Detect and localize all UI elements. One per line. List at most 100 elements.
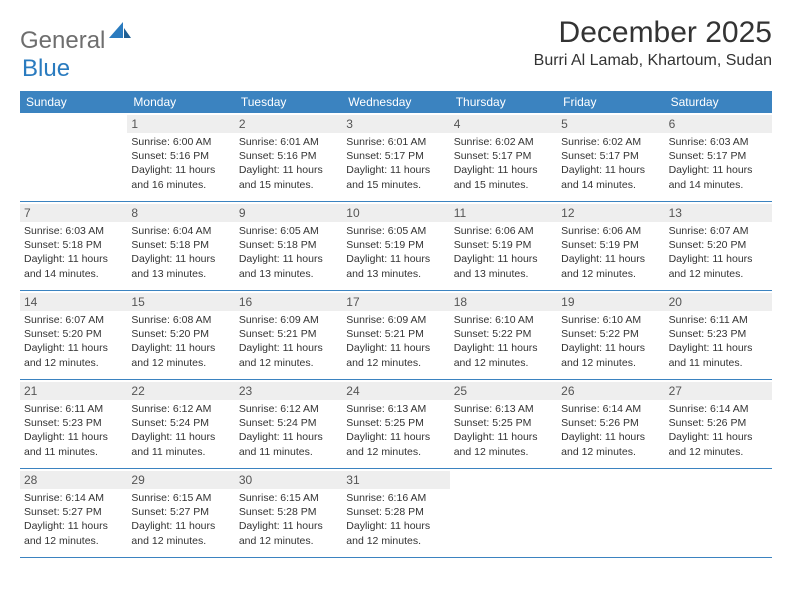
daylight-text: Daylight: 11 hours and 15 minutes. (239, 163, 338, 191)
day-number: 12 (557, 204, 664, 222)
sunset-text: Sunset: 5:24 PM (239, 416, 338, 430)
day-cell: 27Sunrise: 6:14 AMSunset: 5:26 PMDayligh… (665, 380, 772, 468)
sunrise-text: Sunrise: 6:13 AM (454, 402, 553, 416)
day-number: 4 (450, 115, 557, 133)
sunset-text: Sunset: 5:16 PM (239, 149, 338, 163)
sunrise-text: Sunrise: 6:01 AM (346, 135, 445, 149)
sunrise-text: Sunrise: 6:14 AM (24, 491, 123, 505)
sunrise-text: Sunrise: 6:14 AM (669, 402, 768, 416)
sunset-text: Sunset: 5:26 PM (561, 416, 660, 430)
daylight-text: Daylight: 11 hours and 12 minutes. (454, 430, 553, 458)
daylight-text: Daylight: 11 hours and 11 minutes. (24, 430, 123, 458)
day-info: Sunrise: 6:14 AMSunset: 5:26 PMDaylight:… (669, 402, 768, 459)
day-number: 3 (342, 115, 449, 133)
day-cell: 22Sunrise: 6:12 AMSunset: 5:24 PMDayligh… (127, 380, 234, 468)
daylight-text: Daylight: 11 hours and 14 minutes. (561, 163, 660, 191)
day-number: 23 (235, 382, 342, 400)
day-cell (665, 469, 772, 557)
sunset-text: Sunset: 5:19 PM (561, 238, 660, 252)
sunrise-text: Sunrise: 6:11 AM (669, 313, 768, 327)
sunrise-text: Sunrise: 6:11 AM (24, 402, 123, 416)
daylight-text: Daylight: 11 hours and 15 minutes. (346, 163, 445, 191)
day-number: 30 (235, 471, 342, 489)
day-number: 10 (342, 204, 449, 222)
day-info: Sunrise: 6:04 AMSunset: 5:18 PMDaylight:… (131, 224, 230, 281)
day-info: Sunrise: 6:09 AMSunset: 5:21 PMDaylight:… (239, 313, 338, 370)
sunrise-text: Sunrise: 6:14 AM (561, 402, 660, 416)
sunset-text: Sunset: 5:23 PM (669, 327, 768, 341)
logo-text-2: Blue (22, 55, 70, 82)
day-cell: 4Sunrise: 6:02 AMSunset: 5:17 PMDaylight… (450, 113, 557, 201)
sunrise-text: Sunrise: 6:05 AM (239, 224, 338, 238)
sunset-text: Sunset: 5:26 PM (669, 416, 768, 430)
day-cell: 13Sunrise: 6:07 AMSunset: 5:20 PMDayligh… (665, 202, 772, 290)
sunrise-text: Sunrise: 6:03 AM (24, 224, 123, 238)
day-cell: 29Sunrise: 6:15 AMSunset: 5:27 PMDayligh… (127, 469, 234, 557)
day-info: Sunrise: 6:15 AMSunset: 5:28 PMDaylight:… (239, 491, 338, 548)
day-cell: 19 Sunrise: 6:10 AMSunset: 5:22 PMDayligh… (557, 291, 664, 379)
day-number: 29 (127, 471, 234, 489)
sunrise-text: Sunrise: 6:09 AM (239, 313, 338, 327)
calendar-page: General Blue December 2025 Burri Al Lama… (0, 0, 792, 574)
daylight-text: Daylight: 11 hours and 12 minutes. (669, 430, 768, 458)
day-cell: 1Sunrise: 6:00 AMSunset: 5:16 PMDaylight… (127, 113, 234, 201)
day-number: 22 (127, 382, 234, 400)
sunrise-text: Sunrise: 6:02 AM (454, 135, 553, 149)
day-number: 6 (665, 115, 772, 133)
sunset-text: Sunset: 5:20 PM (669, 238, 768, 252)
sunrise-text: Sunrise: 6:04 AM (131, 224, 230, 238)
day-number: 19 (557, 293, 664, 311)
sunset-text: Sunset: 5:24 PM (131, 416, 230, 430)
day-number: 20 (665, 293, 772, 311)
day-info: Sunrise: 6:06 AMSunset: 5:19 PMDaylight:… (561, 224, 660, 281)
day-info: Sunrise: 6:12 AMSunset: 5:24 PMDaylight:… (239, 402, 338, 459)
sunset-text: Sunset: 5:27 PM (24, 505, 123, 519)
week-row: 1Sunrise: 6:00 AMSunset: 5:16 PMDaylight… (20, 113, 772, 202)
month-title: December 2025 (534, 16, 772, 50)
day-cell: 8Sunrise: 6:04 AMSunset: 5:18 PMDaylight… (127, 202, 234, 290)
day-number: 21 (20, 382, 127, 400)
sunrise-text: Sunrise: 6:16 AM (346, 491, 445, 505)
day-info: Sunrise: 6:07 AMSunset: 5:20 PMDaylight:… (24, 313, 123, 370)
daylight-text: Daylight: 11 hours and 12 minutes. (131, 341, 230, 369)
day-cell: 11Sunrise: 6:06 AMSunset: 5:19 PMDayligh… (450, 202, 557, 290)
day-info: Sunrise: 6:09 AMSunset: 5:21 PMDaylight:… (346, 313, 445, 370)
day-info: Sunrise: 6:08 AMSunset: 5:20 PMDaylight:… (131, 313, 230, 370)
day-cell: 15 Sunrise: 6:08 AMSunset: 5:20 PMDayligh… (127, 291, 234, 379)
day-info: Sunrise: 6:14 AMSunset: 5:26 PMDaylight:… (561, 402, 660, 459)
day-cell: 7 Sunrise: 6:03 AMSunset: 5:18 PMDaylight… (20, 202, 127, 290)
day-of-week-header: Sunday Monday Tuesday Wednesday Thursday… (20, 91, 772, 113)
day-cell: 14Sunrise: 6:07 AMSunset: 5:20 PMDayligh… (20, 291, 127, 379)
day-number: 5 (557, 115, 664, 133)
sunset-text: Sunset: 5:19 PM (454, 238, 553, 252)
daylight-text: Daylight: 11 hours and 12 minutes. (561, 430, 660, 458)
sunrise-text: Sunrise: 6:15 AM (131, 491, 230, 505)
dow-tuesday: Tuesday (235, 91, 342, 113)
weeks-container: 1Sunrise: 6:00 AMSunset: 5:16 PMDaylight… (20, 113, 772, 558)
day-info: Sunrise: 6:10 AMSunset: 5:22 PMDaylight:… (561, 313, 660, 370)
daylight-text: Daylight: 11 hours and 12 minutes. (131, 519, 230, 547)
sunrise-text: Sunrise: 6:13 AM (346, 402, 445, 416)
sunset-text: Sunset: 5:17 PM (454, 149, 553, 163)
day-number: 13 (665, 204, 772, 222)
sunrise-text: Sunrise: 6:02 AM (561, 135, 660, 149)
day-number: 15 (127, 293, 234, 311)
daylight-text: Daylight: 11 hours and 13 minutes. (131, 252, 230, 280)
daylight-text: Daylight: 11 hours and 12 minutes. (24, 341, 123, 369)
logo-text-1: General (20, 27, 105, 54)
dow-saturday: Saturday (665, 91, 772, 113)
day-info: Sunrise: 6:03 AMSunset: 5:18 PMDaylight:… (24, 224, 123, 281)
sunset-text: Sunset: 5:17 PM (346, 149, 445, 163)
sunset-text: Sunset: 5:28 PM (346, 505, 445, 519)
day-cell: 17Sunrise: 6:09 AMSunset: 5:21 PMDayligh… (342, 291, 449, 379)
sunrise-text: Sunrise: 6:09 AM (346, 313, 445, 327)
sunset-text: Sunset: 5:22 PM (561, 327, 660, 341)
daylight-text: Daylight: 11 hours and 12 minutes. (669, 252, 768, 280)
daylight-text: Daylight: 11 hours and 11 minutes. (131, 430, 230, 458)
day-number: 7 (20, 204, 127, 222)
sunset-text: Sunset: 5:21 PM (346, 327, 445, 341)
daylight-text: Daylight: 11 hours and 12 minutes. (561, 341, 660, 369)
calendar-grid: Sunday Monday Tuesday Wednesday Thursday… (20, 91, 772, 558)
day-number: 18 (450, 293, 557, 311)
day-cell: 12 Sunrise: 6:06 AMSunset: 5:19 PMDayligh… (557, 202, 664, 290)
